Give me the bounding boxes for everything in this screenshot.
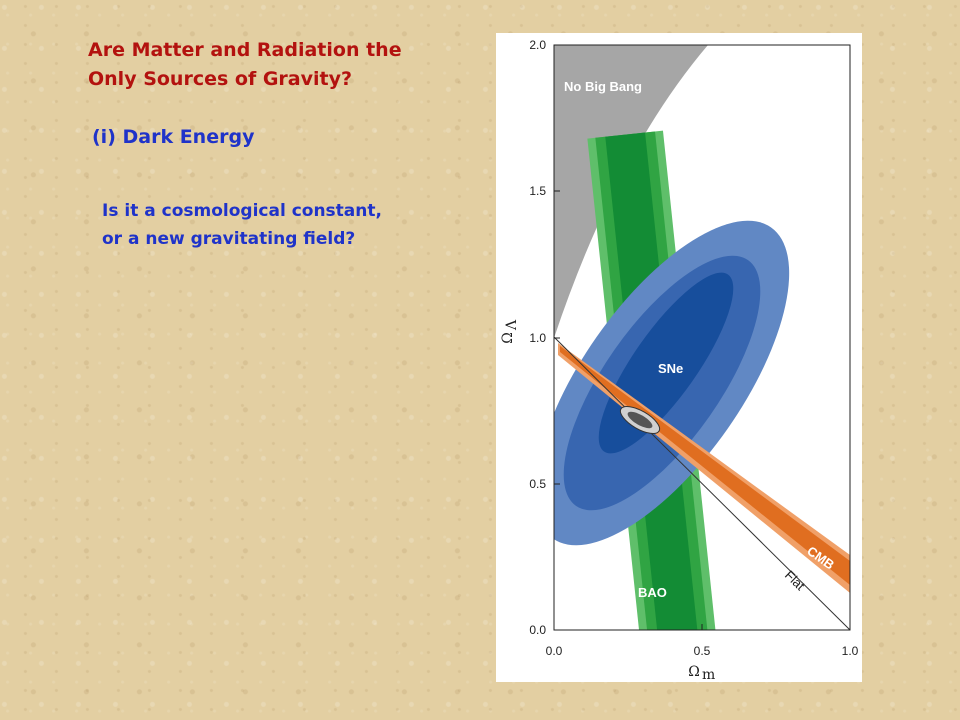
intersection-region (619, 406, 661, 434)
x-axis: 0.0 0.5 1.0 Ω m (546, 624, 859, 682)
y-tick-label: 2.0 (529, 38, 546, 52)
question-text: Is it a cosmological constant, or a new … (102, 197, 482, 253)
intersection-inner (627, 411, 653, 429)
x-tick-label: 0.5 (694, 644, 711, 658)
x-axis-symbol: Ω (688, 664, 700, 680)
y-axis: 0.0 0.5 1.0 1.5 2.0 Ω Λ (500, 38, 560, 637)
y-tick-label: 1.0 (529, 331, 546, 345)
question-line-2: or a new gravitating field? (102, 229, 356, 249)
y-axis-subscript: Λ (504, 319, 520, 331)
question-line-1: Is it a cosmological constant, (102, 201, 382, 221)
bao-label: BAO (638, 585, 667, 600)
title-line-1: Are Matter and Radiation the (88, 39, 402, 61)
slide-title: Are Matter and Radiation the Only Source… (88, 36, 468, 94)
constraint-plot: 0.0 0.5 1.0 1.5 2.0 Ω Λ 0.0 0.5 1.0 Ω (500, 38, 859, 682)
plot-area (554, 45, 850, 630)
y-axis-label: Ω Λ (500, 319, 520, 344)
x-tick-label: 0.0 (546, 644, 563, 658)
no-big-bang-label: No Big Bang (564, 79, 642, 94)
x-axis-subscript: m (702, 667, 715, 682)
slide-subtitle: (i) Dark Energy (92, 126, 255, 148)
y-tick-label: 0.0 (529, 623, 546, 637)
y-tick-label: 0.5 (529, 477, 546, 491)
sne-label: SNe (658, 361, 683, 376)
flat-label: Flat (782, 567, 808, 593)
title-line-2: Only Sources of Gravity? (88, 68, 353, 90)
flat-line (554, 336, 850, 630)
cosmology-constraint-figure: 0.0 0.5 1.0 1.5 2.0 Ω Λ 0.0 0.5 1.0 Ω (496, 33, 862, 682)
cmb-band (558, 343, 850, 593)
x-axis-label: Ω m (688, 664, 715, 682)
y-axis-symbol: Ω (500, 332, 516, 344)
y-tick-label: 1.5 (529, 184, 546, 198)
x-tick-label: 1.0 (842, 644, 859, 658)
cmb-band-inner (560, 346, 850, 585)
no-big-bang-region (554, 45, 708, 338)
